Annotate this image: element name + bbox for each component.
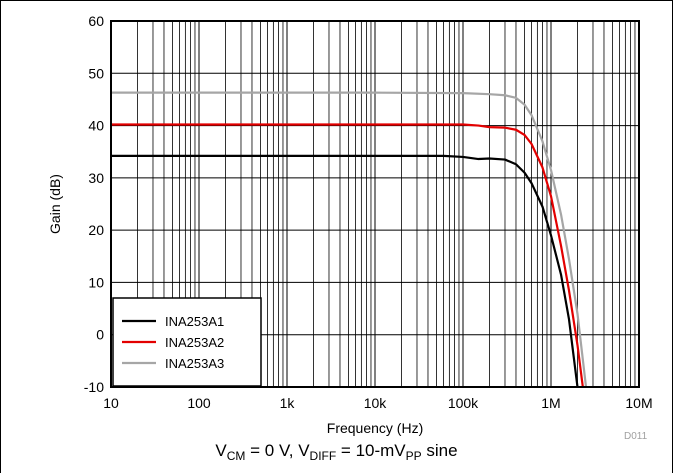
- series-lines: [111, 91, 588, 387]
- legend-label-ina253a1: INA253A1: [165, 314, 224, 329]
- figure-id: D011: [624, 431, 648, 442]
- frame-top-border: [0, 0, 673, 1]
- x-tick-label: 1M: [541, 395, 560, 411]
- plot-axes: [110, 20, 640, 388]
- legend: INA253A1 INA253A2 INA253A3: [112, 297, 262, 387]
- y-tick-label: 30: [88, 170, 104, 186]
- y-tick-label: 0: [96, 327, 104, 343]
- legend-label-ina253a3: INA253A3: [165, 356, 224, 371]
- caption-vdiff-rest: = 10-mV: [336, 441, 406, 460]
- series-line-ina253a1: [111, 154, 579, 387]
- y-tick-label: 50: [88, 65, 104, 81]
- x-tick-label: 100k: [448, 395, 479, 411]
- x-tick-label: 10k: [364, 395, 388, 411]
- gain-vs-frequency-chart: 10 100 1k 10k 100k 1M 10M -10 0 10 20 30 40 50 60 INA2…: [47, 13, 653, 436]
- y-tick-label: 10: [88, 274, 104, 290]
- series-line-ina253a2: [111, 123, 584, 387]
- caption-pp-sub: PP: [405, 449, 422, 463]
- y-axis-label: Gain (dB): [47, 174, 63, 234]
- x-axis-label: Frequency (Hz): [327, 420, 423, 436]
- caption-vcm: V: [215, 441, 227, 460]
- plot-border: [110, 20, 640, 388]
- tick-labels: 10 100 1k 10k 100k 1M 10M -10 0 10 20 30 40 50 60: [84, 13, 653, 411]
- x-tick-label: 100: [187, 395, 211, 411]
- caption-vcm-sub: CM: [226, 449, 246, 463]
- caption-vdiff: V: [298, 441, 310, 460]
- x-tick-label: 10: [103, 395, 119, 411]
- caption-tail: sine: [421, 441, 458, 460]
- caption-vdiff-sub: DIFF: [309, 449, 337, 463]
- y-tick-label: 40: [88, 118, 104, 134]
- y-tick-label: 60: [88, 13, 104, 29]
- y-tick-label: -10: [84, 379, 104, 395]
- caption-vcm-rest: = 0 V,: [245, 441, 299, 460]
- legend-label-ina253a2: INA253A2: [165, 335, 224, 350]
- x-tick-label: 1k: [280, 395, 296, 411]
- y-tick-label: 20: [88, 222, 104, 238]
- figure-caption: VCM = 0 V, VDIFF = 10-mVPP sine: [0, 441, 673, 463]
- series-line-ina253a3: [111, 91, 588, 387]
- x-tick-label: 10M: [625, 395, 652, 411]
